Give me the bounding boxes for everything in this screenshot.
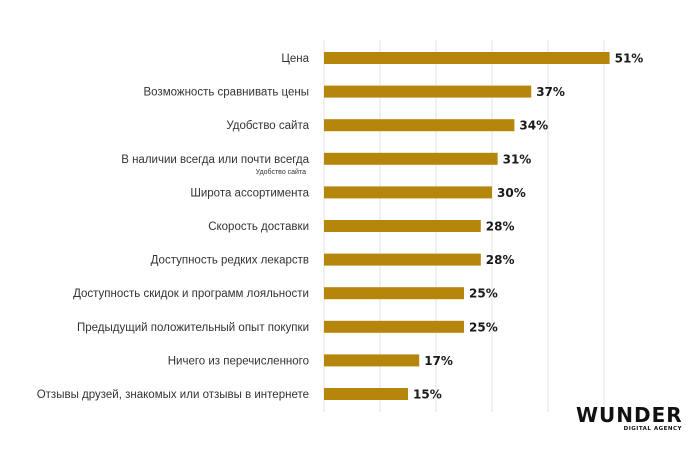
bar: [324, 320, 464, 333]
category-label: В наличии всегда или почти всегда: [121, 154, 309, 166]
bar-row: Скорость доставки 28%: [208, 220, 514, 234]
value-label: 17%: [424, 354, 453, 368]
category-label: Доступность редких лекарств: [151, 255, 309, 267]
value-label: 28%: [486, 220, 515, 234]
category-label: Отзывы друзей, знакомых или отзывы в инт…: [37, 389, 309, 401]
category-label: Ничего из перечисленного: [168, 355, 309, 367]
value-label: 25%: [469, 320, 498, 334]
value-label: 37%: [536, 85, 565, 99]
value-label: 34%: [519, 119, 548, 133]
category-label: Цена: [281, 53, 309, 65]
category-sublabel: Удобство сайта: [256, 168, 306, 176]
bar-row: Предыдущий положительный опыт покупки 25%: [77, 320, 498, 334]
value-label: 28%: [486, 253, 515, 267]
logo-tagline: DIGITAL AGENCY: [623, 426, 682, 432]
bar: [324, 85, 532, 98]
bar: [324, 354, 420, 367]
category-label: Предыдущий положительный опыт покупки: [77, 322, 309, 334]
category-label: Доступность скидок и программ лояльности: [73, 288, 309, 300]
bar: [324, 52, 610, 64]
value-label: 25%: [469, 287, 498, 301]
bar-row: Доступность скидок и программ лояльности…: [73, 287, 498, 301]
logo-wordmark: WUNDER: [576, 403, 683, 427]
bar: [324, 220, 481, 232]
category-label: Широта ассортимента: [190, 187, 309, 199]
bar: [324, 186, 492, 199]
bar-row: Цена 51%: [281, 52, 643, 66]
category-label: Удобство сайта: [226, 120, 309, 132]
wunder-logo: WUNDER DIGITAL AGENCY: [576, 405, 686, 433]
bar: [324, 152, 498, 165]
value-label: 51%: [615, 52, 644, 66]
bar: [324, 253, 481, 266]
bar: [324, 388, 408, 400]
bar: [324, 119, 515, 132]
category-label: Скорость доставки: [208, 221, 309, 233]
bar-row: Удобство сайта 34%: [226, 119, 548, 133]
bar-row: В наличии всегда или почти всегда Удобств…: [121, 152, 531, 176]
bar-row: Доступность редких лекарств 28%: [151, 253, 515, 267]
bar-row: Широта ассортимента 30%: [190, 186, 525, 200]
bar: [324, 287, 464, 300]
value-label: 30%: [497, 186, 526, 200]
bar-row: Ничего из перечисленного 17%: [168, 354, 453, 368]
bar-row: Отзывы друзей, знакомых или отзывы в инт…: [37, 388, 442, 402]
value-label: 31%: [503, 152, 532, 166]
category-label: Возможность сравнивать цены: [144, 87, 310, 99]
bar-row: Возможность сравнивать цены 37%: [144, 85, 565, 99]
value-label: 15%: [413, 388, 442, 402]
